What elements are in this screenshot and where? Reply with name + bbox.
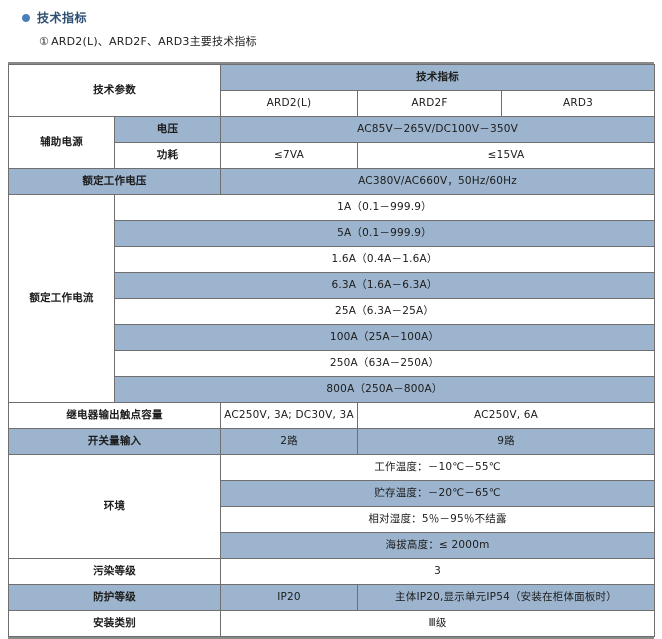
table-row-rated-current-5: 25A（6.3A－25A） — [9, 298, 656, 325]
value-operating-temperature: 工作温度：－10℃－55℃ — [219, 454, 656, 481]
table-row-rated-current-3: 1.6A（0.4A－1.6A） — [9, 246, 656, 273]
section-number: ① — [39, 35, 50, 48]
sub-label-power-consumption: 功耗 — [114, 142, 221, 169]
table-row-rated-current-6: 100A（25A－100A） — [9, 324, 656, 351]
table-row-pollution-level: 污染等级 3 — [8, 558, 656, 585]
row-label-rated-voltage: 额定工作电压 — [8, 168, 221, 195]
table-row-header-2: ARD2(L) ARD2F ARD3 — [9, 90, 656, 117]
sub-label-voltage: 电压 — [114, 116, 221, 143]
spec-table-container: 技术参数 技术指标 ARD2(L) ARD2F ARD3 辅助电源 电压 AC8… — [8, 62, 656, 639]
value-storage-temperature: 贮存温度：－20℃－65℃ — [219, 480, 656, 507]
value-power-consumption-ard2l: ≤7VA — [220, 142, 358, 169]
value-power-consumption-ard2f-ard3: ≤15VA — [356, 142, 656, 169]
table-row-rated-current-2: 5A（0.1－999.9） — [9, 220, 656, 247]
value-protection-level-ard2f-ard3: 主体IP20,显示单元IP54（安装在柜体面板时） — [356, 584, 656, 611]
value-rated-voltage: AC380V/AC660V，50Hz/60Hz — [219, 168, 656, 195]
value-relay-output-ard2l: AC250V, 3A; DC30V, 3A — [220, 402, 358, 429]
table-row-rated-voltage: 额定工作电压 AC380V/AC660V，50Hz/60Hz — [8, 168, 656, 195]
value-rated-current-1-6a: 1.6A（0.4A－1.6A） — [113, 246, 656, 273]
value-rated-current-25a: 25A（6.3A－25A） — [113, 298, 656, 325]
value-rated-current-100a: 100A（25A－100A） — [113, 324, 656, 351]
row-label-environment: 环境 — [8, 454, 221, 559]
table-row-environment-1: 环境 工作温度：－10℃－55℃ — [8, 454, 656, 559]
row-label-relay-output: 继电器输出触点容量 — [8, 402, 221, 429]
value-rated-current-250a: 250A（63A－250A） — [113, 350, 656, 377]
row-label-rated-current: 额定工作电流 — [8, 194, 115, 403]
row-label-pollution-level: 污染等级 — [8, 558, 221, 585]
value-rated-current-6-3a: 6.3A（1.6A－6.3A） — [113, 272, 656, 299]
table-row-header-1: 技术参数 技术指标 — [8, 64, 656, 117]
table-row-rated-current-1: 额定工作电流 1A（0.1－999.9） — [8, 194, 656, 403]
row-label-install-category: 安装类别 — [8, 610, 221, 637]
row-label-protection-level: 防护等级 — [8, 584, 221, 611]
value-install-category: Ⅲ级 — [219, 610, 656, 637]
table-row-aux-voltage: 辅助电源 电压 AC85V－265V/DC100V－350V — [8, 116, 656, 169]
value-rated-current-800a: 800A（250A－800A） — [113, 376, 656, 403]
table-row-environment-2: 贮存温度：－20℃－65℃ — [9, 480, 656, 507]
header-cell-model-ard2l: ARD2(L) — [220, 90, 358, 117]
table-row-aux-power-consumption: 功耗 ≤7VA ≤15VA — [9, 142, 656, 169]
value-switch-input-ard2l: 2路 — [220, 428, 358, 455]
header-cell-specifications: 技术指标 — [219, 64, 656, 91]
section-subtitle: ARD2(L)、ARD2F、ARD3主要技术指标 — [51, 35, 257, 48]
header-cell-model-ard3: ARD3 — [500, 90, 656, 117]
table-row-install-category: 安装类别 Ⅲ级 — [8, 610, 656, 637]
value-altitude: 海拔高度：≤ 2000m — [219, 532, 656, 559]
header-cell-parameters: 技术参数 — [8, 64, 221, 117]
heading-row: 技术指标 — [22, 9, 662, 26]
value-relative-humidity: 相对湿度：5％－95％不结露 — [219, 506, 656, 533]
value-rated-current-5a: 5A（0.1－999.9） — [113, 220, 656, 247]
document-heading: 技术指标 ① ARD2(L)、ARD2F、ARD3主要技术指标 — [0, 0, 662, 49]
header-cell-model-ard2f: ARD2F — [357, 90, 502, 117]
table-row-rated-current-4: 6.3A（1.6A－6.3A） — [9, 272, 656, 299]
row-label-aux-power: 辅助电源 — [8, 116, 115, 169]
table-row-environment-3: 相对湿度：5％－95％不结露 — [9, 506, 656, 533]
value-switch-input-ard2f-ard3: 9路 — [356, 428, 656, 455]
value-rated-current-1a: 1A（0.1－999.9） — [113, 194, 656, 221]
table-row-relay-output: 继电器输出触点容量 AC250V, 3A; DC30V, 3A AC250V, … — [8, 402, 656, 429]
bullet-icon — [22, 13, 30, 22]
table-row-environment-4: 海拔高度：≤ 2000m — [9, 532, 656, 559]
specifications-table: 技术参数 技术指标 ARD2(L) ARD2F ARD3 辅助电源 电压 AC8… — [8, 64, 656, 637]
value-protection-level-ard2l: IP20 — [220, 584, 358, 611]
row-label-switch-input: 开关量输入 — [8, 428, 221, 455]
table-row-switch-input: 开关量输入 2路 9路 — [8, 428, 656, 455]
value-pollution-level: 3 — [219, 558, 656, 585]
value-aux-voltage: AC85V－265V/DC100V－350V — [219, 116, 656, 143]
subheading-row: ① ARD2(L)、ARD2F、ARD3主要技术指标 — [39, 33, 662, 49]
value-relay-output-ard2f-ard3: AC250V, 6A — [356, 402, 656, 429]
page-title: 技术指标 — [37, 11, 88, 25]
table-row-protection-level: 防护等级 IP20 主体IP20,显示单元IP54（安装在柜体面板时） — [8, 584, 656, 611]
